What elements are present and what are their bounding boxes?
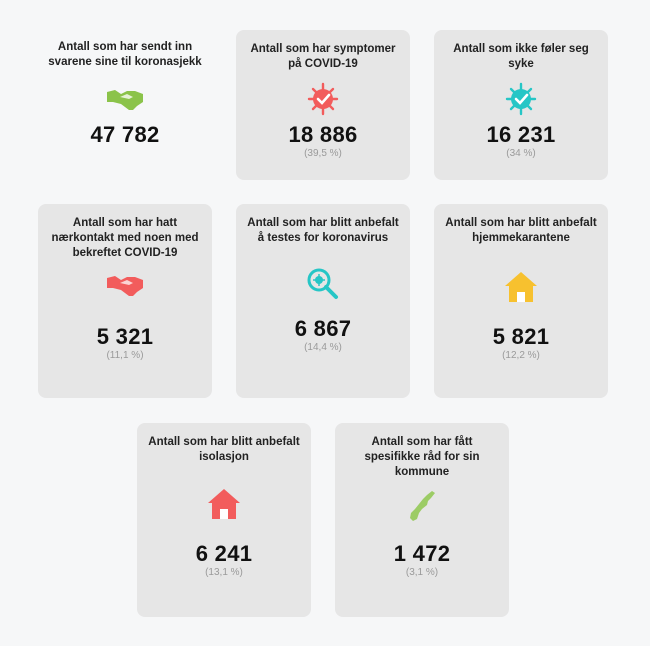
house-icon [204, 487, 244, 521]
card-symptoms: Antall som har symptomer på COVID-19 18 … [236, 30, 410, 180]
magnifier-virus-icon [303, 266, 343, 300]
card-test-recommended: Antall som har blitt anbefalt å testes f… [236, 204, 410, 398]
card-value: 18 886 [288, 122, 358, 147]
card-home-quarantine: Antall som har blitt anbefalt hjemmekara… [434, 204, 608, 398]
card-percentage: (11,1 %) [106, 350, 144, 361]
handshake-icon [105, 268, 145, 302]
card-value: 16 231 [486, 122, 556, 147]
card-close-contact: Antall som har hatt nærkontakt med noen … [38, 204, 212, 398]
card-title: Antall som har hatt nærkontakt med noen … [51, 217, 199, 259]
card-title: Antall som ikke føler seg syke [453, 43, 589, 70]
card-title: Antall som har blitt anbefalt isolasjon [148, 436, 300, 463]
card-title: Antall som har fått spesifikke råd for s… [364, 436, 480, 478]
virus-check-icon [501, 82, 541, 116]
card-value: 5 321 [96, 324, 154, 349]
house-icon [501, 270, 541, 304]
card-title: Antall som har sendt inn svarene sine ti… [48, 41, 202, 68]
card-not-sick: Antall som ikke føler seg syke 16 231 (3… [434, 30, 608, 180]
card-title: Antall som har symptomer på COVID-19 [250, 43, 396, 70]
card-percentage: (14,4 %) [304, 342, 342, 353]
card-value: 1 472 [393, 541, 451, 566]
card-percentage: (13,1 %) [205, 567, 243, 578]
card-percentage: (12,2 %) [502, 350, 540, 361]
card-value: 5 821 [492, 324, 550, 349]
card-percentage: (39,5 %) [304, 148, 342, 159]
card-responses: Antall som har sendt inn svarene sine ti… [38, 30, 212, 180]
norway-map-icon [402, 489, 442, 523]
card-title: Antall som har blitt anbefalt hjemmekara… [445, 217, 597, 244]
card-municipality-advice: Antall som har fått spesifikke råd for s… [335, 423, 509, 617]
virus-check-icon [303, 82, 343, 116]
card-value: 6 241 [195, 541, 253, 566]
card-title: Antall som har blitt anbefalt å testes f… [247, 217, 399, 244]
card-value: 47 782 [90, 122, 160, 147]
card-isolation: Antall som har blitt anbefalt isolasjon … [137, 423, 311, 617]
handshake-icon [105, 82, 145, 116]
card-value: 6 867 [294, 316, 352, 341]
card-percentage: (34 %) [506, 148, 536, 159]
card-percentage: (3,1 %) [405, 567, 439, 578]
